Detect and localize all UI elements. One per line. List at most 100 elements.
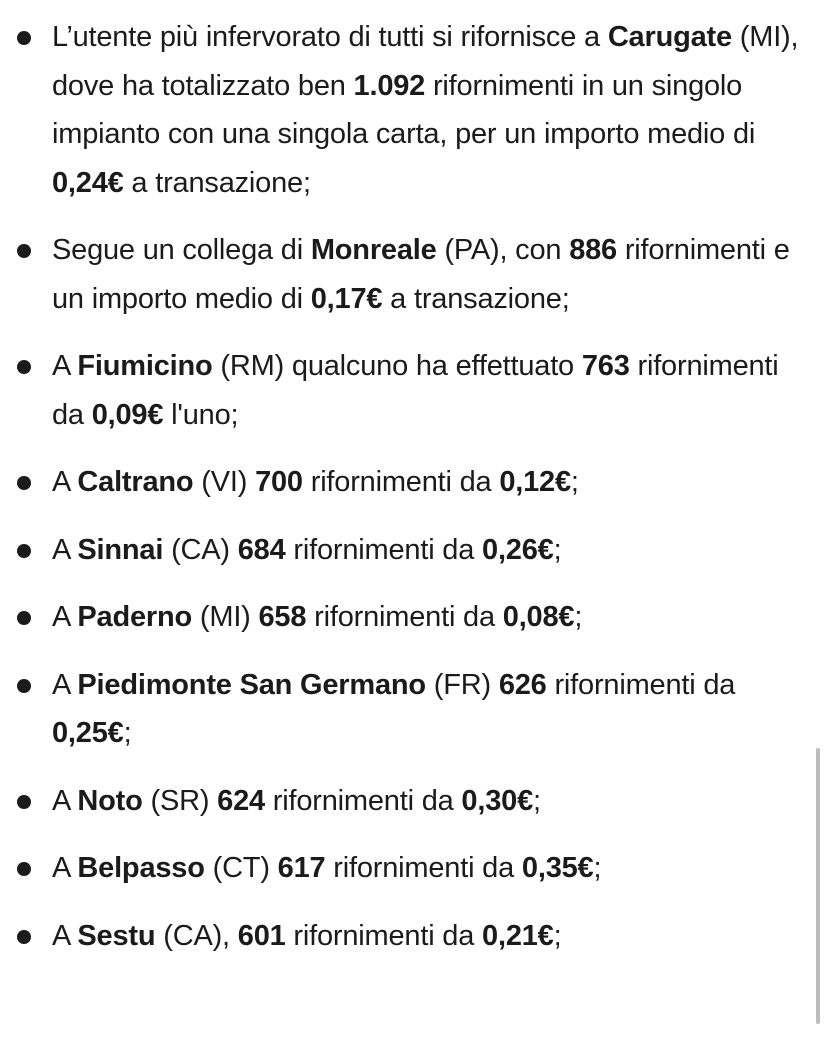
highlighted-value: 0,25€ — [52, 717, 124, 749]
highlighted-value: 0,08€ — [502, 601, 575, 633]
list-item-text: A Noto (SR) 624 rifornimenti da 0,30€; — [52, 785, 541, 817]
highlighted-value: Caltrano — [77, 466, 194, 498]
highlighted-value: 658 — [258, 601, 307, 633]
text-segment: A — [52, 533, 78, 566]
bullet-icon — [17, 543, 31, 558]
text-segment: A — [52, 852, 78, 884]
text-segment: rifornimenti da — [285, 919, 483, 952]
highlighted-value: 700 — [255, 466, 303, 498]
text-segment: ; — [553, 533, 562, 566]
scrollbar[interactable] — [816, 748, 820, 1024]
highlighted-value: Monreale — [310, 234, 437, 266]
bullet-icon — [17, 611, 31, 625]
list-item: A Paderno (MI) 658 rifornimenti da 0,08€… — [0, 593, 800, 642]
text-segment: rifornimenti da — [325, 852, 522, 884]
text-segment: A — [52, 919, 78, 952]
list-item-text: A Fiumicino (RM) qualcuno ha effettuato … — [52, 350, 779, 431]
text-segment: ; — [123, 717, 132, 749]
list-item-text: A Sinnai (CA) 684 rifornimenti da 0,26€; — [52, 533, 562, 566]
text-segment: rifornimenti da — [302, 466, 500, 498]
highlighted-value: Sinnai — [77, 533, 164, 566]
highlighted-value: Noto — [77, 784, 143, 817]
text-segment: (FR) — [425, 668, 499, 701]
highlighted-value: 624 — [217, 784, 265, 817]
highlighted-value: 0,30€ — [461, 784, 533, 817]
bullet-icon — [17, 31, 31, 45]
text-segment: rifornimenti da — [264, 784, 462, 817]
highlighted-value: 0,26€ — [482, 533, 554, 566]
text-segment: (CA) — [163, 533, 238, 566]
highlighted-value: 886 — [569, 234, 617, 266]
bullet-icon — [17, 929, 31, 944]
highlighted-value: 0,09€ — [91, 398, 164, 431]
text-segment: rifornimenti e un importo medio di — [52, 234, 790, 315]
text-segment: Segue un collega di — [52, 234, 311, 266]
highlighted-value: Belpasso — [77, 852, 205, 884]
text-segment: rifornimenti da — [52, 350, 779, 431]
text-segment: (PA), con — [436, 234, 570, 266]
list-item-text: Segue un collega di Monreale (PA), con 8… — [52, 234, 790, 315]
highlighted-value: Paderno — [77, 601, 193, 633]
highlighted-value: 0,24€ — [52, 166, 124, 199]
list-item: A Sestu (CA), 601 rifornimenti da 0,21€; — [0, 912, 800, 961]
text-segment: rifornimenti in un singolo impianto con … — [52, 69, 756, 151]
text-segment: A — [52, 466, 78, 498]
text-segment: (VI) — [193, 466, 256, 498]
list-item-text: A Paderno (MI) 658 rifornimenti da 0,08€… — [52, 601, 582, 633]
list-item: A Belpasso (CT) 617 rifornimenti da 0,35… — [0, 844, 800, 893]
text-segment: L’utente più infervorato di tutti si rif… — [52, 21, 608, 53]
text-segment: ; — [553, 919, 562, 952]
list-item: A Caltrano (VI) 700 rifornimenti da 0,12… — [0, 458, 800, 507]
highlighted-value: 0,12€ — [499, 466, 571, 498]
highlighted-value: 0,35€ — [521, 852, 594, 884]
bullet-list: L’utente più infervorato di tutti si rif… — [0, 13, 800, 979]
text-segment: A — [52, 350, 78, 382]
highlighted-value: 617 — [277, 852, 326, 884]
text-segment: (SR) — [142, 784, 218, 817]
bullet-icon — [17, 244, 31, 258]
text-segment: ; — [574, 601, 583, 633]
text-segment: ; — [570, 466, 579, 498]
highlighted-value: 0,21€ — [482, 919, 554, 952]
text-segment: a transazione; — [123, 166, 311, 199]
list-item-text: A Piedimonte San Germano (FR) 626 riforn… — [52, 669, 735, 750]
bullet-icon — [17, 862, 31, 876]
highlighted-value: Sestu — [77, 919, 156, 952]
highlighted-value: 601 — [237, 919, 286, 952]
text-segment: l'uno; — [163, 398, 239, 431]
text-segment: rifornimenti da — [546, 668, 736, 701]
list-item-text: A Sestu (CA), 601 rifornimenti da 0,21€; — [52, 919, 562, 952]
text-segment: (MI) — [192, 601, 259, 633]
highlighted-value: 684 — [237, 533, 286, 566]
highlighted-value: 626 — [498, 668, 547, 701]
text-segment: ; — [533, 784, 541, 817]
text-segment: a transazione; — [382, 282, 570, 315]
highlighted-value: 0,17€ — [310, 282, 383, 315]
list-item: A Fiumicino (RM) qualcuno ha effettuato … — [0, 342, 800, 439]
highlighted-value: Piedimonte San Germano — [77, 668, 426, 701]
text-segment: (MI), dove ha totalizzato ben — [52, 21, 799, 102]
list-item: A Noto (SR) 624 rifornimenti da 0,30€; — [0, 777, 800, 826]
text-segment: rifornimenti da — [306, 601, 503, 633]
bullet-icon — [17, 476, 31, 490]
text-segment: (RM) qualcuno ha effettuato — [212, 350, 582, 382]
list-item-text: L’utente più infervorato di tutti si rif… — [52, 21, 799, 199]
highlighted-value: Fiumicino — [77, 350, 213, 382]
list-item: L’utente più infervorato di tutti si rif… — [0, 13, 800, 207]
text-segment: (CT) — [204, 852, 278, 884]
highlighted-value: 1.092 — [353, 69, 426, 102]
list-item: A Sinnai (CA) 684 rifornimenti da 0,26€; — [0, 526, 800, 575]
text-segment: ; — [593, 852, 602, 884]
list-item: Segue un collega di Monreale (PA), con 8… — [0, 226, 800, 323]
text-segment: rifornimenti da — [285, 533, 483, 566]
text-segment: A — [52, 784, 78, 817]
list-item-text: A Caltrano (VI) 700 rifornimenti da 0,12… — [52, 466, 579, 498]
highlighted-value: 763 — [581, 350, 630, 382]
list-item: A Piedimonte San Germano (FR) 626 riforn… — [0, 661, 800, 758]
bullet-icon — [17, 678, 31, 693]
text-segment: A — [52, 668, 78, 701]
bullet-icon — [17, 360, 31, 374]
list-item-text: A Belpasso (CT) 617 rifornimenti da 0,35… — [52, 852, 602, 884]
bullet-icon — [17, 794, 31, 809]
text-segment: (CA), — [155, 919, 238, 952]
